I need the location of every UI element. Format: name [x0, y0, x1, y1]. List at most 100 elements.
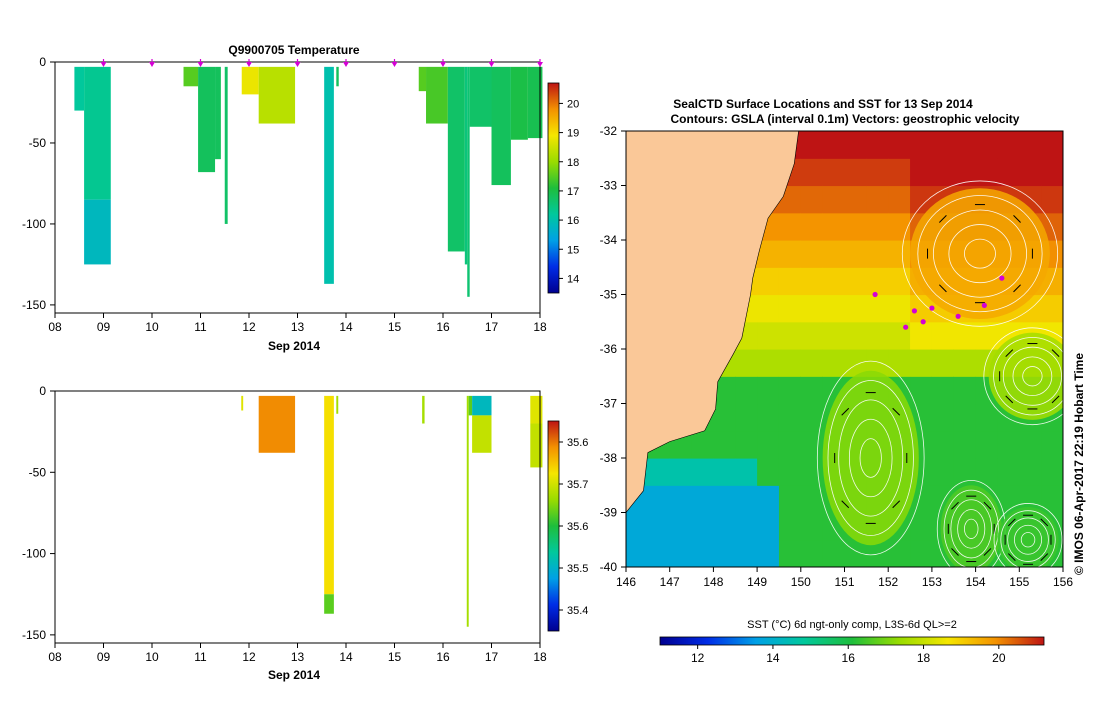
profile-column — [324, 66, 334, 284]
sst-cell — [800, 512, 824, 541]
sst-cell — [800, 212, 824, 241]
profile-column — [464, 66, 468, 265]
sst-cell — [647, 458, 671, 486]
profile-marker-arrow — [343, 62, 349, 67]
map-y-tick-label: -32 — [600, 124, 618, 138]
velocity-vector — [1007, 518, 1016, 527]
map-y-tick-label: -38 — [600, 451, 618, 465]
profile-marker-arrow — [294, 62, 301, 67]
colorbar-tick-label: 35.4 — [567, 605, 588, 617]
sst-map-title: SealCTD Surface Locations and SST for 13… — [673, 97, 973, 111]
x-tick-label: 12 — [242, 320, 256, 334]
gsla-contour — [983, 327, 1063, 426]
x-tick-label: 11 — [194, 650, 207, 664]
sst-cell — [888, 349, 911, 377]
gsla-contour — [950, 499, 993, 559]
map-y-tick-label: -39 — [600, 506, 618, 520]
sst-cell — [778, 267, 802, 296]
y-tick-label: -50 — [29, 136, 47, 150]
map-x-tick-label: 152 — [878, 575, 898, 589]
colorbar-tick-label: 35.7 — [567, 479, 588, 491]
profile-column — [324, 594, 334, 614]
sst-cell — [844, 185, 867, 214]
profile-column — [336, 66, 339, 87]
sst-cell — [910, 131, 933, 159]
sst-colorbar-tick-label: 14 — [766, 651, 780, 665]
velocity-vector — [951, 548, 959, 556]
sst-cell — [778, 458, 802, 486]
sst-cell — [647, 512, 671, 541]
velocity-vector — [1051, 395, 1060, 404]
velocity-vector — [951, 501, 959, 510]
sst-cell — [626, 539, 649, 567]
x-tick-label: 14 — [339, 650, 353, 664]
profile-marker-arrow — [197, 62, 204, 67]
profile-marker-arrow — [391, 62, 398, 67]
map-x-tick-label: 156 — [1053, 575, 1073, 589]
gsla-contour — [838, 399, 904, 517]
sst-cell — [888, 212, 911, 241]
y-tick-label: 0 — [39, 55, 46, 69]
map-x-tick-label: 146 — [616, 575, 636, 589]
sst-cell — [1041, 430, 1063, 459]
sst-cell — [691, 539, 714, 567]
sst-cell — [757, 294, 780, 323]
seal-location — [920, 319, 926, 325]
colorbar-scale — [547, 420, 560, 632]
temperature-profiles — [74, 66, 543, 297]
sst-cell — [778, 539, 802, 567]
sst-colorbar-tick-label: 20 — [992, 651, 1006, 665]
map-x-tick-label: 151 — [834, 575, 854, 589]
x-tick-label: 16 — [436, 320, 450, 334]
gsla-contour — [1000, 510, 1056, 567]
x-tick-label: 15 — [388, 320, 402, 334]
sst-cell — [800, 485, 824, 514]
sst-cell — [844, 158, 867, 187]
temperature-chart: Q9900705 Temperature 08 09 10 11 12 13 14 15 16 1… — [22, 43, 579, 353]
sst-cell — [757, 403, 780, 432]
map-x-tick-label: 155 — [1009, 575, 1029, 589]
y-tick-label: 0 — [39, 384, 46, 398]
sst-cell — [844, 539, 867, 567]
velocity-vector — [1005, 395, 1014, 404]
eddy-core — [822, 370, 919, 546]
sst-cell — [1041, 485, 1063, 514]
velocity-vector — [1013, 284, 1021, 293]
colorbar-tick-label: 35.6 — [567, 437, 588, 449]
sst-cell — [757, 458, 780, 486]
eddy-core — [940, 485, 1002, 567]
sst-cell — [800, 158, 824, 187]
sst-cell — [778, 212, 802, 241]
y-tick-label: -100 — [22, 217, 46, 231]
map-y-tick-label: -33 — [600, 179, 618, 193]
x-tick-label: 13 — [291, 320, 305, 334]
velocity-vector — [1007, 553, 1016, 561]
profile-column — [467, 66, 470, 297]
sst-cell — [735, 349, 758, 377]
sst-map: SealCTD Surface Locations and SST for 13… — [600, 97, 1086, 665]
profile-column — [241, 66, 259, 95]
profile-column — [472, 415, 492, 453]
x-tick-label: 10 — [145, 650, 159, 664]
temperature-profile-markers — [100, 59, 543, 67]
sst-cell — [931, 376, 955, 405]
salinity-x-axis-label: Sep 2014 — [268, 668, 320, 682]
map-x-tick-label: 147 — [660, 575, 680, 589]
sst-cell — [713, 458, 736, 486]
sst-cell — [910, 321, 933, 350]
y-tick-label: -150 — [22, 298, 46, 312]
sst-cell — [800, 403, 824, 432]
sst-map-y-ticks: -32 -33 -34 -35 -36 -37 -38 -39 -40 — [600, 124, 626, 574]
sst-cell — [997, 485, 1020, 514]
gsla-contour — [993, 503, 1063, 567]
sst-cell — [844, 294, 867, 323]
seal-location — [999, 275, 1005, 281]
sst-cell — [713, 485, 736, 514]
velocity-vector — [939, 284, 947, 293]
sst-cell — [778, 321, 802, 350]
sst-cell — [866, 539, 889, 567]
sst-cell — [953, 321, 977, 350]
sst-cell — [910, 512, 933, 541]
profile-column — [198, 66, 216, 173]
profile-marker-arrow — [100, 62, 107, 67]
